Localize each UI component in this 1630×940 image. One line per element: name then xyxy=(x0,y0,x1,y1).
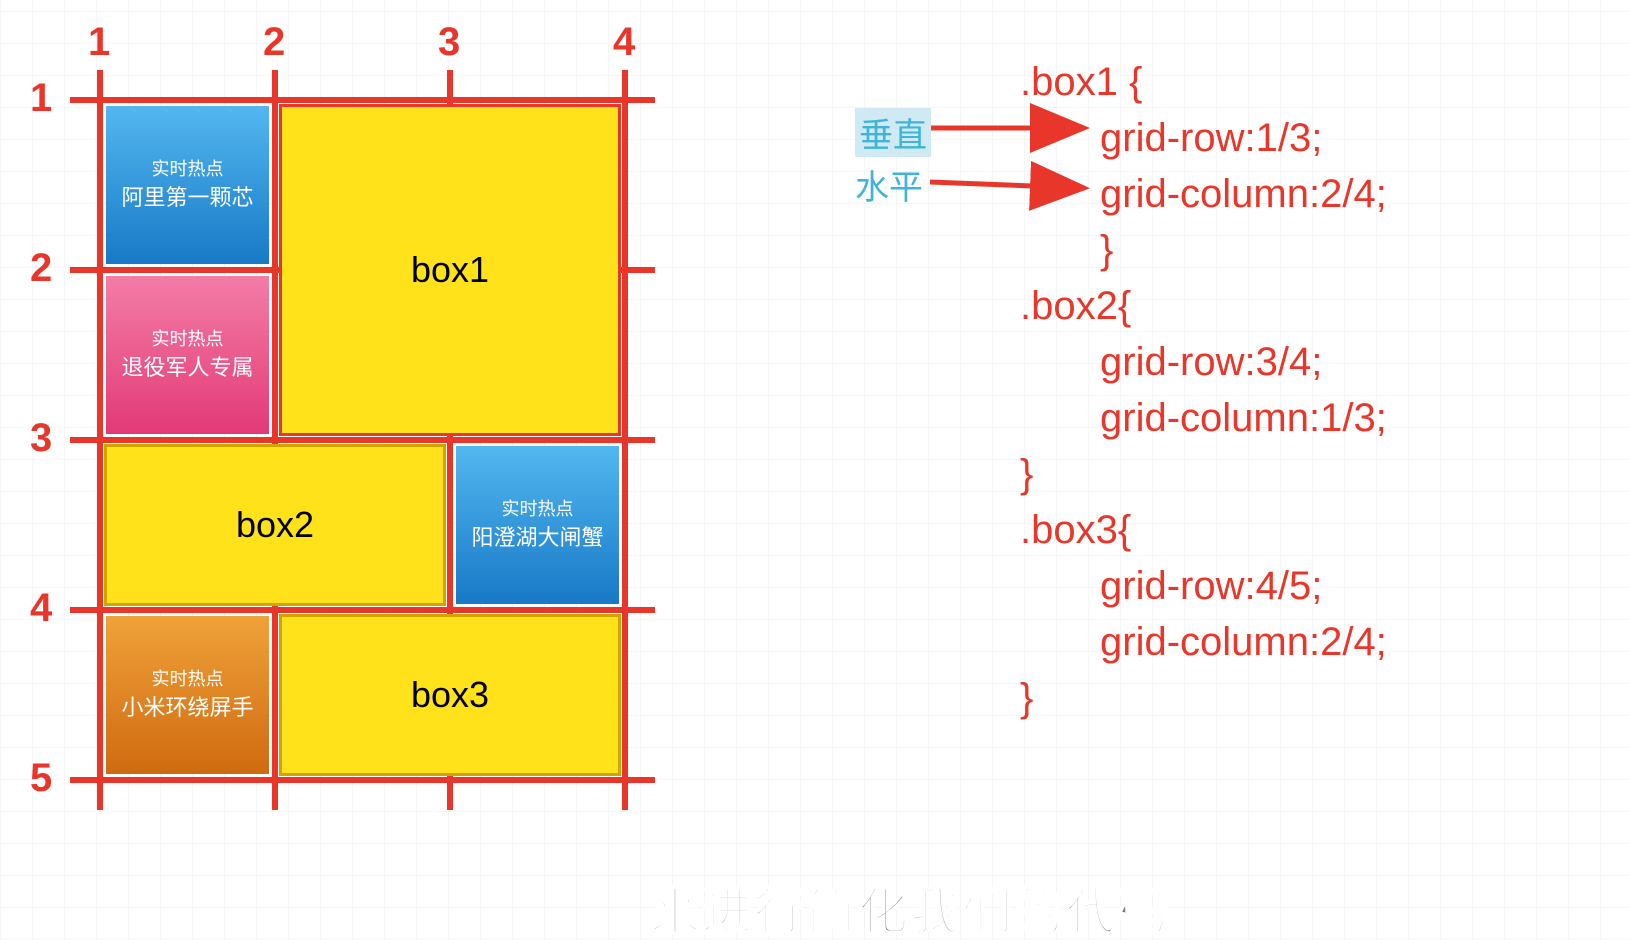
code-line-11: } xyxy=(1020,676,1033,721)
cell-a: 实时热点阿里第一颗芯 xyxy=(106,106,269,264)
code-line-1: grid-row:1/3; xyxy=(1100,116,1322,161)
col-number: 1 xyxy=(88,20,110,65)
cell-d-tag: 实时热点 xyxy=(152,670,224,690)
col-number: 3 xyxy=(438,20,460,65)
code-line-4: .box2{ xyxy=(1020,284,1131,329)
cell-a-tag: 实时热点 xyxy=(152,160,224,180)
cell-d: 实时热点小米环绕屏手 xyxy=(106,616,269,774)
cell-c-tag: 实时热点 xyxy=(502,500,574,520)
code-line-2: grid-column:2/4; xyxy=(1100,172,1387,217)
anno-vertical: 垂直 xyxy=(855,108,931,157)
row-number: 5 xyxy=(30,756,52,801)
code-line-3: } xyxy=(1100,228,1113,273)
code-line-0: .box1 { xyxy=(1020,60,1142,105)
cell-b-text: 退役军人专属 xyxy=(121,356,253,380)
box1-label: box1 xyxy=(411,249,489,291)
box2: box2 xyxy=(104,444,446,606)
code-line-5: grid-row:3/4; xyxy=(1100,340,1322,385)
code-line-9: grid-row:4/5; xyxy=(1100,564,1322,609)
cell-c: 实时热点阳澄湖大闸蟹 xyxy=(456,446,619,604)
col-number: 2 xyxy=(263,20,285,65)
subtitle-text: 来进行简化我们的代码 xyxy=(650,872,1170,940)
code-line-7: } xyxy=(1020,452,1033,497)
cell-b-tag: 实时热点 xyxy=(152,330,224,350)
row-number: 4 xyxy=(30,586,52,631)
code-line-6: grid-column:1/3; xyxy=(1100,396,1387,441)
row-number: 2 xyxy=(30,246,52,291)
box1: box1 xyxy=(279,104,621,436)
box3: box3 xyxy=(279,614,621,776)
cell-b: 实时热点退役军人专属 xyxy=(106,276,269,434)
cell-a-text: 阿里第一颗芯 xyxy=(121,186,253,210)
cell-d-text: 小米环绕屏手 xyxy=(121,696,253,720)
box2-label: box2 xyxy=(236,504,314,546)
box3-label: box3 xyxy=(411,674,489,716)
row-number: 1 xyxy=(30,76,52,121)
cell-c-text: 阳澄湖大闸蟹 xyxy=(471,526,603,550)
col-number: 4 xyxy=(613,20,635,65)
row-number: 3 xyxy=(30,416,52,461)
code-line-8: .box3{ xyxy=(1020,508,1131,553)
code-line-10: grid-column:2/4; xyxy=(1100,620,1387,665)
anno-horizontal: 水平 xyxy=(855,160,923,209)
